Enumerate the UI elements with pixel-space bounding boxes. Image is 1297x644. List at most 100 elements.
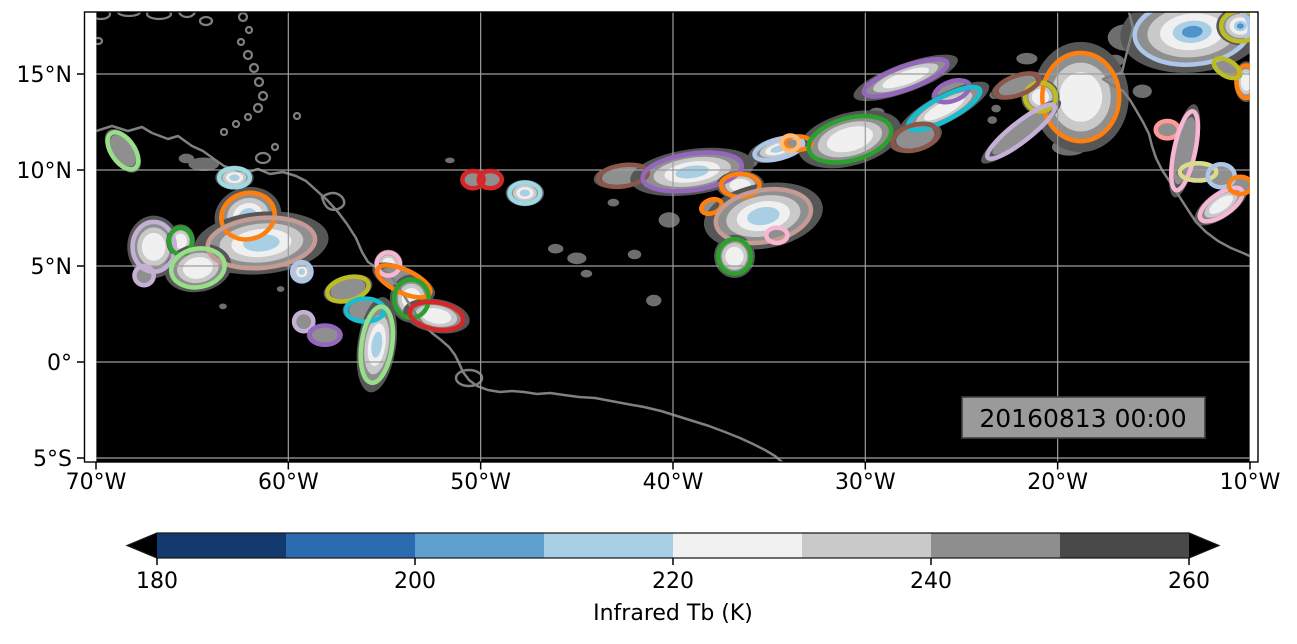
timestamp-text: 20160813 00:00 — [979, 404, 1186, 433]
tracked-cell — [752, 135, 806, 163]
tb-fill-level — [371, 331, 383, 358]
tracked-cell-outline — [168, 246, 227, 290]
colorbar-tick-label: 220 — [652, 569, 694, 594]
axis-tick-marks — [77, 73, 1251, 470]
tracked-cell — [1040, 50, 1122, 144]
tracked-cell-outline — [861, 56, 950, 99]
islands-greater-antilles — [96, 12, 214, 46]
tb-fill-level — [421, 308, 452, 324]
cloud-speckle — [1132, 84, 1152, 98]
cloud-speckle — [547, 243, 564, 254]
cloud-speckle — [991, 104, 1001, 113]
tracked-cell-outline — [476, 168, 505, 191]
colorbar-tick-label: 240 — [910, 569, 952, 594]
tracked-cell-outline — [715, 236, 754, 276]
cloud-speckle — [188, 157, 220, 171]
axes-border — [83, 11, 1259, 463]
tb-fill-level — [747, 206, 780, 226]
tracked-cell-outline — [890, 121, 941, 154]
tracked-cell-fill — [981, 99, 1062, 164]
tracked-cell — [764, 225, 790, 246]
coastline-orinoco-delta — [320, 191, 346, 211]
tb-fill-level — [330, 278, 366, 300]
colorbar-bin — [1060, 533, 1189, 558]
tracked-cell — [993, 71, 1042, 100]
tracked-cell-outline — [307, 323, 343, 347]
cloud-speckle — [276, 286, 285, 292]
tb-fill-level — [519, 189, 531, 197]
cloud-speckle — [607, 198, 620, 207]
colorbar-label: Infrared Tb (K) — [593, 601, 753, 626]
colorbar-bin — [931, 533, 1060, 558]
tracked-cell — [168, 246, 227, 290]
tracked-cell — [1226, 174, 1250, 197]
tracked-cell-outline — [291, 309, 316, 334]
tracked-cell-outline — [105, 130, 141, 172]
tracked-cell — [1132, 12, 1250, 67]
tracked-cell — [699, 196, 724, 217]
tracked-cell-outline — [1177, 161, 1219, 183]
y-tick-label: 10°N — [17, 159, 72, 184]
tb-fill-level — [896, 125, 935, 149]
tracked-cell-outline — [1211, 56, 1243, 81]
tb-fill-level — [1236, 23, 1244, 29]
tracked-cell-outline — [1218, 12, 1250, 44]
tracked-cell — [932, 78, 972, 105]
tracked-cell — [1169, 109, 1201, 193]
tracked-cell-outline — [460, 168, 486, 191]
tb-fill-level — [1240, 72, 1250, 91]
tracked-cell — [476, 168, 505, 191]
x-tick-label: 60°W — [258, 470, 319, 495]
tracked-cell-outline — [374, 250, 403, 278]
cloud-speckle — [567, 252, 587, 265]
tracked-cell-outline — [984, 102, 1058, 161]
tracked-cell-outline — [779, 133, 802, 154]
cloud-speckle — [987, 116, 998, 124]
tracked-cell-outline — [1226, 174, 1250, 197]
tracked-cell — [132, 263, 156, 288]
coastline-africa — [1101, 12, 1250, 258]
tracked-cell-fill — [1032, 41, 1129, 153]
tracked-cell — [507, 180, 543, 206]
tracked-cell — [1211, 56, 1243, 81]
colorbar: 180 200 220 240 260 — [125, 532, 1221, 594]
tb-fill-level — [882, 67, 930, 89]
colorbar-bin — [802, 533, 931, 558]
tracked-cell — [640, 150, 745, 194]
cloud-speckle — [445, 157, 455, 164]
tracked-cell — [1177, 161, 1219, 183]
colorbar-bin — [286, 533, 415, 558]
colorbar-tick-label: 200 — [394, 569, 436, 594]
y-tick-label: 5°S — [33, 447, 72, 472]
tb-fill-level — [1209, 195, 1234, 214]
x-tick-label: 50°W — [450, 470, 511, 495]
tracked-cell — [219, 190, 277, 242]
cloud-speckle — [219, 303, 227, 310]
y-tick-label: 5°N — [31, 255, 72, 280]
colorbar-tick-label: 260 — [1168, 569, 1210, 594]
tb-fill-level — [1215, 59, 1239, 77]
tracked-cell-outline — [595, 162, 651, 190]
tb-fill-level — [1059, 72, 1103, 122]
tracked-cell-fill — [356, 297, 397, 393]
cloud-speckle — [646, 294, 662, 307]
colorbar-bin — [415, 533, 544, 558]
cloud-speckle — [627, 249, 642, 260]
tb-fill-level — [998, 75, 1036, 96]
tracked-cell-outline — [1040, 50, 1122, 144]
tb-fill-level — [109, 135, 136, 167]
cloud-speckle — [658, 212, 680, 228]
tb-fill-level — [298, 268, 306, 276]
cloud-speckle — [178, 153, 195, 164]
tracked-cell — [307, 323, 343, 347]
tracked-cell-outline — [1197, 185, 1245, 224]
islands-lesser-antilles — [219, 12, 302, 165]
tb-fill-level — [675, 165, 710, 179]
tracked-cell — [407, 299, 466, 333]
tracked-cell-outline — [216, 165, 253, 190]
tracked-cell-fill — [853, 54, 958, 102]
tracked-cell-outline — [132, 263, 156, 288]
timestamp-box: 20160813 00:00 — [961, 396, 1206, 439]
tb-fill-level — [141, 232, 166, 261]
